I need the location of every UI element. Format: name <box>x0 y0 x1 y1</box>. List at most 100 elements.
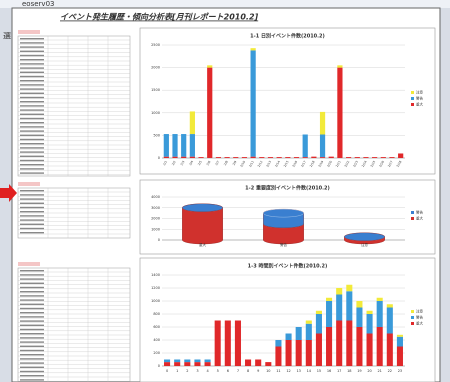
report-title: イベント発生履歴・傾向分析表[月刊レポート2010.2] <box>60 13 259 22</box>
x-tick-label: 2/12 <box>257 160 264 168</box>
x-tick-label: 2/25 <box>370 160 377 168</box>
legend-label: 注意 <box>416 90 424 95</box>
x-tick-label: 2/8 <box>223 160 229 166</box>
bar-segment <box>380 157 386 158</box>
cell-text <box>20 349 44 352</box>
cell-text <box>20 282 44 284</box>
cell-text <box>20 362 44 364</box>
tab-bar <box>0 0 450 8</box>
bar-segment <box>396 336 403 347</box>
bar-segment <box>345 157 352 158</box>
x-tick-label: 注意 <box>361 242 369 247</box>
cell-text <box>20 71 44 73</box>
bar-segment <box>356 301 363 308</box>
x-tick-label: 2/15 <box>283 160 290 168</box>
cell-text <box>20 333 44 335</box>
x-tick-label: 19 <box>357 369 361 373</box>
cell-text <box>20 278 44 280</box>
cylinder-cap <box>263 208 304 218</box>
y-tick-label: 1000 <box>151 227 160 231</box>
cell-text <box>20 219 44 221</box>
cell-text <box>20 291 44 293</box>
pointer-arrow <box>0 184 17 202</box>
bar-segment <box>386 307 393 334</box>
cell-text <box>20 345 44 347</box>
x-tick-label: 2/21 <box>335 160 342 168</box>
bar-segment <box>372 157 378 158</box>
x-tick-label: 2/10 <box>239 160 246 168</box>
bar-segment <box>386 304 393 308</box>
y-tick-label: 4000 <box>151 195 160 199</box>
cell-text <box>20 202 44 204</box>
x-tick-label: 2 <box>186 369 188 373</box>
bar-segment <box>285 157 291 158</box>
tab-label[interactable]: eoserv03 <box>22 0 54 8</box>
cell-text <box>20 101 44 103</box>
cell-text <box>20 194 44 196</box>
legend-swatch <box>411 211 414 214</box>
bar-segment <box>181 134 187 157</box>
bar-segment <box>250 48 256 51</box>
x-tick-label: 8 <box>247 369 249 373</box>
x-tick-label: 2/9 <box>232 160 238 166</box>
y-tick-label: 400 <box>153 338 160 342</box>
cell-text <box>20 328 44 331</box>
bar-segment <box>172 134 178 157</box>
legend-swatch <box>411 91 414 94</box>
bar-segment <box>198 157 204 158</box>
bar-segment <box>305 320 312 324</box>
bar-segment <box>250 50 256 157</box>
x-tick-label: 2/13 <box>265 160 272 168</box>
x-tick-label: 2/7 <box>214 160 220 166</box>
x-tick-label: 2/28 <box>396 160 403 168</box>
bar-segment <box>346 284 353 292</box>
cell-text <box>20 75 44 78</box>
legend-swatch <box>411 103 414 106</box>
x-tick-label: 2/24 <box>361 160 368 168</box>
cell-text <box>20 159 44 162</box>
table-header <box>18 262 40 266</box>
bar-segment <box>275 340 282 347</box>
x-tick-label: 6 <box>227 369 229 373</box>
cell-text <box>20 198 44 200</box>
x-tick-label: 2/27 <box>387 160 394 168</box>
bar-segment <box>315 310 322 314</box>
legend-label: 警告 <box>416 96 424 101</box>
cell-text <box>20 46 44 48</box>
bar-segment <box>285 340 292 366</box>
bar-segment <box>204 359 211 363</box>
bar-segment <box>376 327 383 366</box>
bar-segment <box>376 301 383 327</box>
table-header <box>18 182 40 186</box>
bar-segment <box>366 333 373 366</box>
bar-segment <box>184 362 191 366</box>
x-tick-label: 21 <box>377 369 381 373</box>
y-tick-label: 200 <box>153 351 160 355</box>
cell-text <box>20 379 44 381</box>
bar-segment <box>354 157 360 158</box>
x-tick-label: 2/20 <box>326 160 333 168</box>
bar-segment <box>337 65 343 68</box>
cell-text <box>20 223 44 225</box>
x-tick-label: 4 <box>206 369 209 373</box>
chart-title: 1-1 日別イベント件数(2010.2) <box>250 33 325 40</box>
legend-label: 警告 <box>416 210 424 215</box>
cell-text <box>20 312 44 314</box>
y-tick-label: 0 <box>158 238 160 242</box>
bar-segment <box>336 294 343 321</box>
bar-segment <box>305 340 312 366</box>
bar-segment <box>396 346 403 366</box>
y-tick-label: 1200 <box>151 286 160 290</box>
x-tick-label: 15 <box>317 369 321 373</box>
cell-text <box>20 84 44 86</box>
cell-text <box>20 227 44 230</box>
cell-text <box>20 232 44 234</box>
cell-text <box>20 316 44 318</box>
cell-text <box>20 337 44 339</box>
cell-text <box>20 341 44 343</box>
y-tick-label: 1500 <box>151 88 160 92</box>
cell-text <box>20 320 44 322</box>
bar-segment <box>275 346 282 366</box>
bar-segment <box>346 320 353 366</box>
bar-segment <box>319 134 326 158</box>
